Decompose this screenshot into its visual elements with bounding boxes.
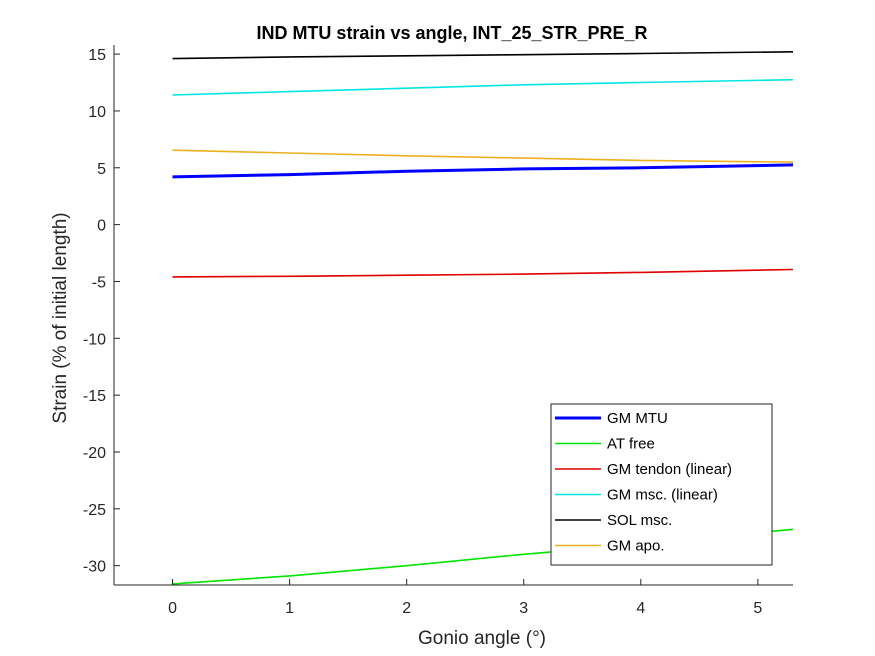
legend-entry-label: GM msc. (linear) (607, 487, 718, 504)
legend-entry-label: GM MTU (607, 410, 668, 427)
legend-entry-label: GM tendon (linear) (607, 461, 732, 478)
y-tick-label: 5 (97, 161, 106, 178)
series-line-3 (172, 268, 794, 278)
x-tick-label: 1 (285, 600, 294, 617)
x-tick-label: 3 (519, 600, 528, 617)
series-line-1 (172, 163, 794, 179)
y-tick-label: 15 (88, 47, 106, 64)
y-tick-label: -30 (83, 559, 106, 576)
x-tick-label: 2 (402, 600, 411, 617)
x-tick-label: 0 (168, 600, 177, 617)
y-tick-label: -5 (92, 274, 106, 291)
y-tick-label: -20 (83, 445, 106, 462)
x-axis-label: Gonio angle (°) (418, 628, 546, 649)
y-tick-label: 0 (97, 218, 106, 235)
y-axis-label: Strain (% of initial length) (50, 212, 71, 423)
legend-entry-label: SOL msc. (607, 512, 672, 529)
series-line-4 (172, 78, 794, 96)
legend-box (550, 403, 773, 566)
axes-layer: 0 1 2 3 4 5 -30 -25 -20 -15 -10 -5 0 5 10 15 (83, 45, 793, 617)
series-line-6 (172, 149, 794, 163)
y-tick-label: -25 (83, 502, 106, 519)
legend-entry-label: AT free (607, 436, 655, 453)
legend-entry-label: GM apo. (607, 538, 665, 555)
x-tick-label: 5 (753, 600, 762, 617)
chart-title: IND MTU strain vs angle, INT_25_STR_PRE_… (256, 23, 647, 43)
x-tick-label: 4 (636, 600, 645, 617)
legend: GM MTU AT free GM tendon (linear) GM msc. (… (550, 403, 773, 566)
y-tick-label: 10 (88, 104, 106, 121)
y-tick-label: -15 (83, 388, 106, 405)
series-line-5 (172, 51, 794, 60)
y-tick-label: -10 (83, 331, 106, 348)
series-layer (172, 51, 794, 585)
